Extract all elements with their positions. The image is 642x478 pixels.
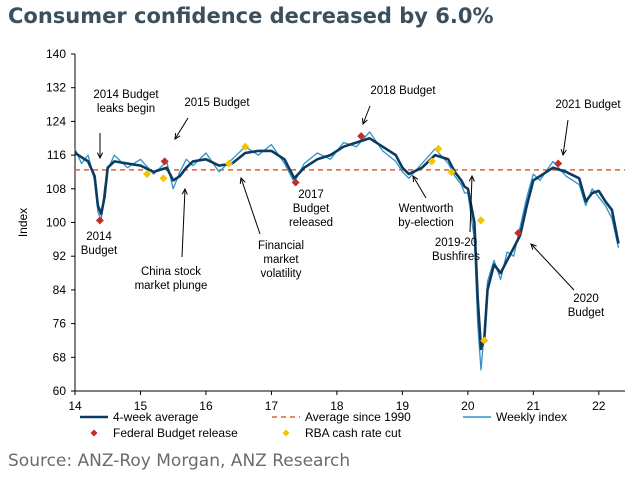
annotation-arrow-head [239, 176, 246, 185]
rba-cut-marker [447, 167, 456, 176]
budget-marker [357, 132, 366, 141]
rba-cut-marker [143, 170, 152, 179]
annotation-arrow-head [174, 132, 181, 140]
x-tick-label: 17 [265, 399, 279, 413]
y-tick-label: 84 [53, 283, 67, 297]
annotation-abush: Bushfires [432, 251, 480, 263]
annotation-a2017: released [289, 217, 333, 229]
annotation-afin: market [263, 254, 299, 266]
rba-cut-marker [434, 144, 443, 153]
budget-marker [160, 157, 169, 166]
y-tick-label: 132 [46, 81, 66, 95]
annotation-a2014leak: leaks begin [97, 103, 155, 115]
legend-swatch-4 [282, 429, 290, 437]
annotation-a2017: Budget [293, 203, 330, 215]
y-tick-label: 140 [46, 47, 66, 61]
legend-label-1: Average since 1990 [305, 410, 411, 424]
x-tick-label: 22 [592, 399, 606, 413]
y-tick-label: 116 [47, 148, 66, 162]
x-tick-label: 14 [68, 399, 82, 413]
annotation-a2014leak: 2014 Budget [93, 89, 159, 101]
series-4-week-average [74, 137, 620, 351]
y-tick-label: 60 [53, 384, 67, 398]
source-note: Source: ANZ-Roy Morgan, ANZ Research [8, 451, 351, 471]
legend-label-3: Federal Budget release [113, 426, 238, 440]
x-tick-label: 15 [134, 399, 148, 413]
y-tick-label: 76 [53, 317, 67, 331]
legend-swatch-3 [90, 429, 98, 437]
annotation-arrow [469, 175, 473, 233]
annotation-arrow-head [96, 152, 104, 160]
y-tick-label: 108 [46, 182, 66, 196]
annotation-a2014: Budget [81, 245, 118, 257]
annotation-abush: 2019-20 [435, 237, 477, 249]
annotation-a2020: 2020 [573, 293, 599, 305]
y-tick-label: 124 [46, 114, 66, 128]
annotation-arrow [181, 188, 186, 258]
annotation-arrow [412, 175, 427, 199]
annotation-arrow [240, 177, 261, 235]
rba-cut-marker [476, 216, 485, 225]
y-tick-label: 68 [53, 350, 67, 364]
legend-label-4: RBA cash rate cut [305, 426, 402, 440]
annotation-a2018: 2018 Budget [370, 85, 436, 97]
annotation-awent: by-election [398, 217, 454, 229]
rba-cut-marker [241, 142, 250, 151]
annotation-arrow-head [560, 149, 567, 157]
series-weekly-index [74, 131, 620, 371]
annotation-arrow-head [468, 174, 475, 182]
annotation-a2021: 2021 Budget [555, 99, 621, 111]
annotation-arrow-head [530, 243, 537, 250]
budget-marker [514, 229, 523, 238]
x-tick-label: 20 [461, 399, 475, 413]
budget-marker [554, 159, 563, 168]
budget-marker [291, 178, 300, 187]
x-tick-label: 16 [199, 399, 213, 413]
annotation-arrow [174, 117, 189, 140]
annotation-afin: Financial [258, 240, 304, 252]
legend-label-2: Weekly index [496, 410, 567, 424]
annotation-a2020: Budget [568, 307, 605, 319]
x-tick-label: 19 [396, 399, 410, 413]
x-tick-label: 21 [527, 399, 541, 413]
rba-cut-marker [427, 157, 436, 166]
annotation-afin: volatility [261, 268, 302, 280]
annotation-arrow [562, 119, 569, 156]
y-tick-label: 100 [46, 216, 66, 230]
x-tick-label: 18 [330, 399, 344, 413]
annotation-a2014: 2014 [86, 231, 112, 243]
annotation-arrow-head [412, 175, 419, 183]
rba-cut-marker [159, 174, 168, 183]
y-axis-label: Index [16, 208, 30, 237]
annotation-awent: Wentworth [399, 203, 454, 215]
annotation-arrow [362, 105, 371, 125]
rba-cut-marker [224, 159, 233, 168]
budget-marker [95, 216, 104, 225]
chart-title: Consumer confidence decreased by 6.0% [8, 4, 494, 28]
annotation-arrow [530, 243, 575, 291]
y-tick-label: 92 [53, 249, 67, 263]
annotation-arrow-head [362, 117, 368, 126]
annotation-achina: market plunge [135, 280, 208, 292]
legend-label-0: 4-week average [113, 410, 199, 424]
annotation-achina: China stock [141, 266, 201, 278]
annotation-a2017: 2017 [298, 189, 324, 201]
rba-cut-marker [480, 336, 489, 345]
annotation-a2015: 2015 Budget [184, 97, 250, 109]
annotation-arrow-head [181, 187, 188, 195]
